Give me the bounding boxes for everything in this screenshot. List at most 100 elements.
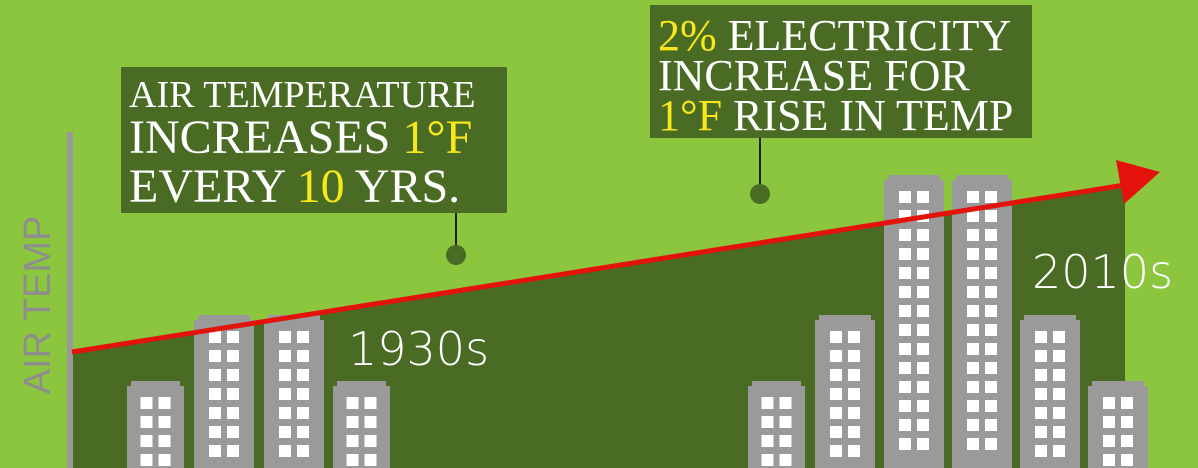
window <box>227 407 239 419</box>
window <box>967 191 979 203</box>
window <box>917 400 929 412</box>
window <box>899 381 911 393</box>
window <box>279 445 291 457</box>
window <box>279 350 291 362</box>
window <box>899 324 911 336</box>
window <box>1053 407 1065 419</box>
window <box>985 267 997 279</box>
window <box>364 397 377 409</box>
window <box>967 343 979 355</box>
window <box>985 400 997 412</box>
trend-arrow <box>71 182 1126 355</box>
window <box>364 435 377 447</box>
window <box>917 191 929 203</box>
window <box>140 454 153 466</box>
window <box>967 362 979 374</box>
building-roof <box>1092 381 1144 387</box>
window <box>899 343 911 355</box>
building <box>1020 320 1080 468</box>
window <box>848 407 860 419</box>
building <box>748 386 805 468</box>
era-label: 1930s <box>348 322 489 376</box>
window <box>967 400 979 412</box>
window <box>899 248 911 260</box>
window <box>899 267 911 279</box>
callout-line: EVERY 10 YRS. <box>129 160 460 213</box>
window <box>1103 416 1115 428</box>
window <box>1053 369 1065 381</box>
window <box>227 331 239 343</box>
window <box>985 305 997 317</box>
window <box>917 419 929 431</box>
window <box>917 267 929 279</box>
window <box>917 248 929 260</box>
window <box>917 229 929 241</box>
window <box>761 435 774 447</box>
window <box>967 305 979 317</box>
building <box>333 386 390 468</box>
window <box>985 191 997 203</box>
window <box>848 331 860 343</box>
building-roof <box>888 175 940 181</box>
window <box>227 369 239 381</box>
window <box>140 397 153 409</box>
building <box>264 320 324 468</box>
window <box>364 454 377 466</box>
window <box>1053 350 1065 362</box>
window <box>985 229 997 241</box>
window <box>346 435 359 447</box>
window <box>1103 454 1115 466</box>
window <box>967 438 979 450</box>
window <box>830 369 842 381</box>
window <box>899 362 911 374</box>
window <box>917 305 929 317</box>
window <box>830 426 842 438</box>
window <box>967 229 979 241</box>
window <box>158 454 171 466</box>
axis-label: AIR TEMP <box>17 216 59 395</box>
window <box>140 435 153 447</box>
window <box>209 407 221 419</box>
building-roof <box>337 381 386 387</box>
window <box>297 388 309 400</box>
vertical-axis <box>67 132 73 468</box>
building-roof <box>819 315 871 321</box>
window <box>1053 331 1065 343</box>
building-roof <box>198 315 250 321</box>
window <box>899 229 911 241</box>
building <box>194 320 254 468</box>
callout-line: 2% ELECTRICITY <box>658 11 1011 60</box>
window <box>985 324 997 336</box>
window <box>297 369 309 381</box>
text: INCREASE FOR <box>658 51 970 100</box>
window <box>346 416 359 428</box>
window <box>140 416 153 428</box>
buildings <box>127 175 1148 468</box>
window <box>830 388 842 400</box>
window <box>899 400 911 412</box>
window <box>209 445 221 457</box>
window <box>346 397 359 409</box>
building <box>884 180 944 468</box>
text: AIR TEMPERATURE <box>129 74 476 116</box>
window <box>1053 445 1065 457</box>
window <box>830 331 842 343</box>
window <box>364 416 377 428</box>
window <box>830 350 842 362</box>
window <box>848 445 860 457</box>
building <box>952 180 1012 468</box>
window <box>346 454 359 466</box>
window <box>917 286 929 298</box>
callout-line: INCREASE FOR <box>658 51 970 100</box>
window <box>297 445 309 457</box>
window <box>967 267 979 279</box>
callout-box <box>121 67 507 213</box>
window <box>967 419 979 431</box>
window <box>209 426 221 438</box>
window <box>1121 416 1133 428</box>
window <box>761 454 774 466</box>
window <box>1035 426 1047 438</box>
window <box>985 210 997 222</box>
